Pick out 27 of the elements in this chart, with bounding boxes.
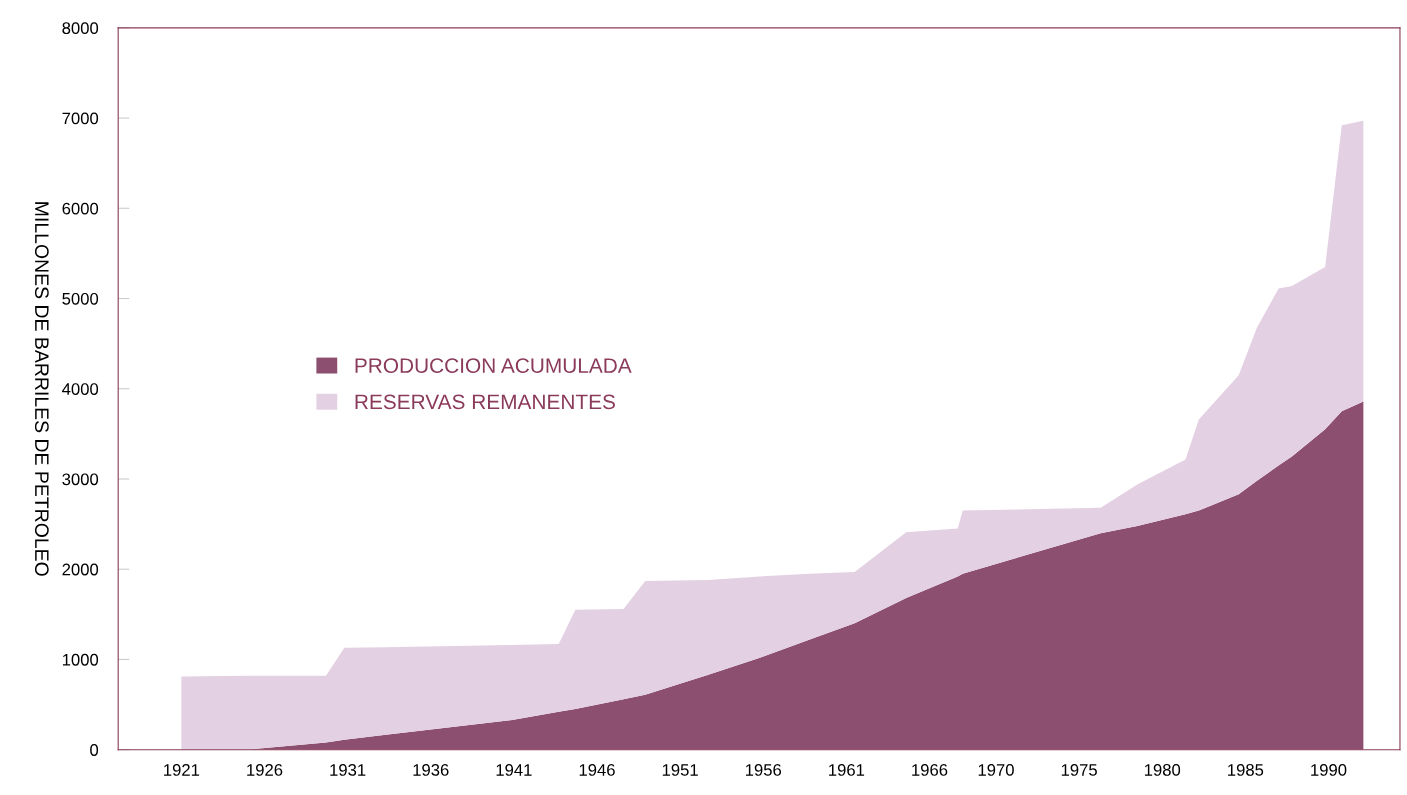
x-tick-label: 1975: [1061, 764, 1097, 776]
x-tick-label: 1961: [829, 764, 865, 776]
x-tick-label: 1931: [330, 764, 366, 776]
legend-label: RESERVAS REMANENTES: [355, 394, 615, 410]
y-axis-title: MILLONES DE BARRILES DE PETROLEO: [34, 202, 49, 576]
y-tick-label: 4000: [62, 383, 99, 395]
x-tick-label: 1970: [978, 764, 1014, 776]
x-tick-label: 1941: [496, 764, 532, 776]
x-tick-label: 1956: [745, 764, 782, 776]
y-tick-label: 3000: [62, 473, 99, 486]
x-tick-label: 1966: [912, 764, 948, 776]
x-tick-label: 1946: [579, 764, 615, 776]
x-tick-label: 1980: [1144, 764, 1181, 776]
y-tick-label: 2000: [62, 563, 99, 576]
x-tick-label: 1936: [413, 764, 449, 776]
y-tick-label: 0: [90, 744, 99, 756]
y-tick-label: 1000: [62, 653, 99, 666]
x-tick-label: 1921: [164, 764, 200, 776]
y-tick-label: 5000: [62, 292, 99, 305]
x-tick-label: 1985: [1228, 764, 1264, 776]
legend-label: PRODUCCION ACUMULADA: [355, 358, 632, 373]
x-tick-label: 1926: [247, 764, 283, 776]
x-tick-label: 1990: [1311, 764, 1347, 776]
x-tick-label: 1951: [662, 764, 698, 776]
y-tick-label: 7000: [62, 112, 99, 125]
y-tick-label: 8000: [62, 22, 99, 35]
y-tick-label: 6000: [62, 202, 99, 215]
